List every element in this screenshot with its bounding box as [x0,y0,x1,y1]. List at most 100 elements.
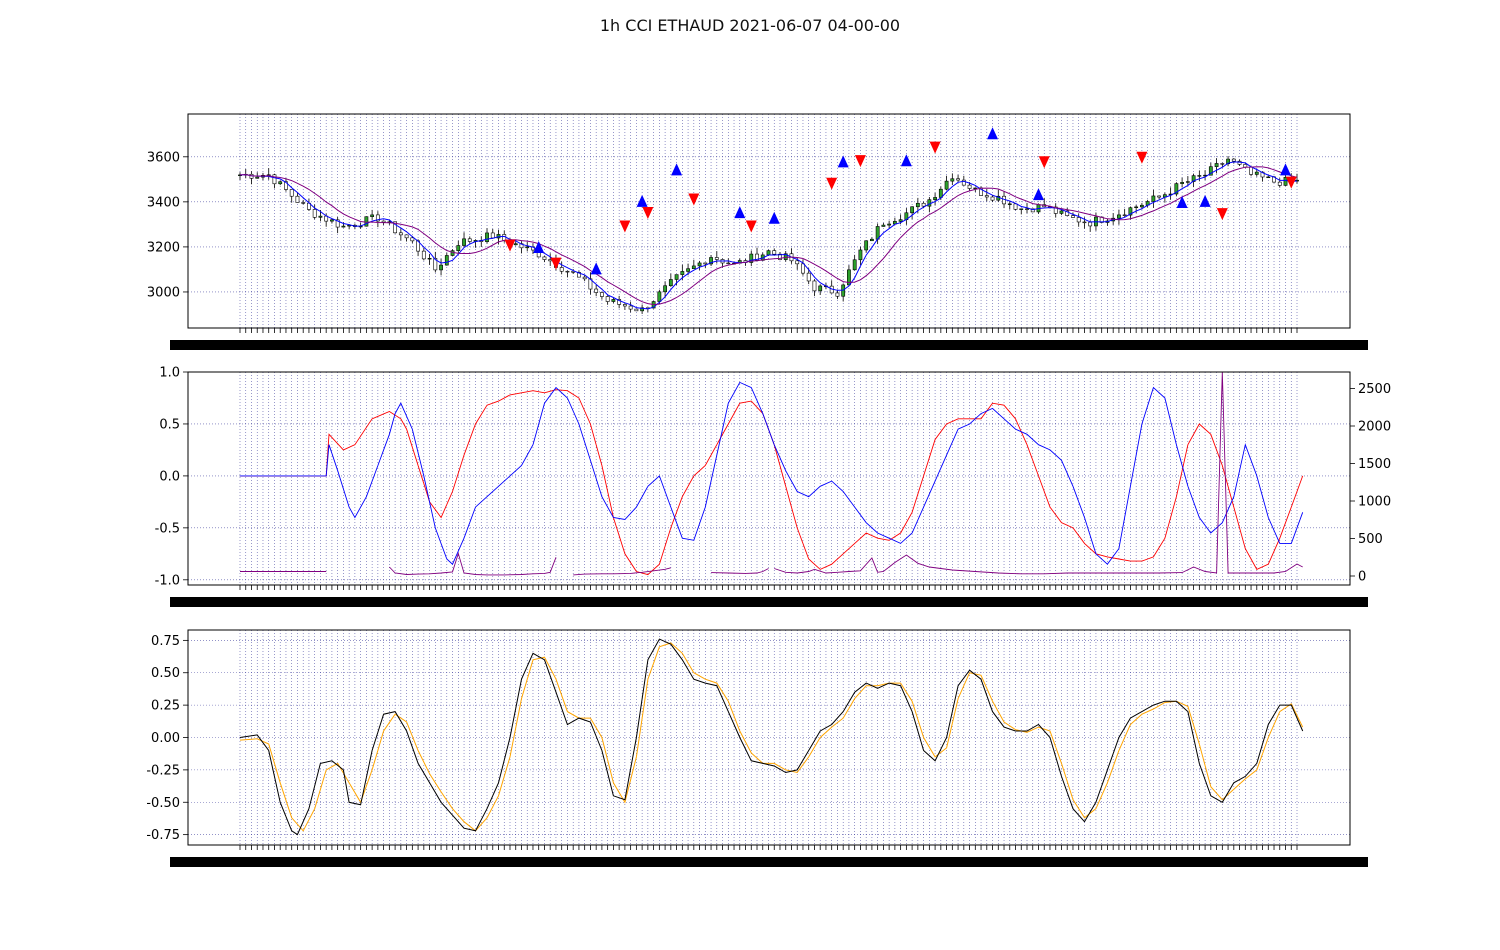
candle-body [950,178,955,182]
y-tick-label: 0.25 [151,699,180,714]
candle-body [812,280,817,292]
candle-body [582,276,587,280]
blue-oscillator-line [240,381,1304,565]
buy-marker [1176,195,1188,208]
candle-body [881,224,886,227]
candle-body [335,219,340,228]
red-oscillator-line [240,389,1304,576]
candle-body [617,299,622,305]
candle-body [858,249,863,261]
candle-body [898,219,903,222]
candle-body [1065,210,1070,216]
sell-marker [929,141,941,154]
candle-body [1157,195,1162,198]
x-gridlines [239,114,1298,328]
candle-body [944,180,949,190]
purple-volume-line [573,567,671,576]
y-tick-label: 3600 [147,150,180,165]
signal-panel: 0.75 0.50 0.25 0.00 -0.25 -0.50 -0.75 [146,629,1368,867]
candle-body [674,274,679,280]
candle-body [272,174,277,185]
candle-body [439,264,443,271]
candle-body [726,262,731,265]
buy-marker [768,211,780,224]
candle-body [1013,203,1018,210]
candle-body [605,296,610,302]
candle-body [801,263,805,274]
black-signal-line [239,638,1304,836]
candle-body [611,299,616,302]
buy-marker [900,154,912,167]
axes-border [187,629,1351,846]
candle-body [640,307,645,312]
sell-marker [1216,208,1228,221]
candle-body [973,187,978,190]
buy-marker [1280,163,1292,176]
candle-body [525,246,530,249]
buy-marker [1032,188,1044,201]
candle-body [835,292,840,297]
candle-body [1059,210,1064,214]
x-tick-labels-overlap [170,597,1368,607]
candle-body [818,285,823,292]
candle-body [921,202,926,207]
candle-body [548,259,553,262]
candle-body [364,216,369,227]
sell-marker [826,177,838,190]
candle-body [1283,177,1288,186]
candle-body [1151,195,1156,202]
sell-marker [550,257,562,270]
buy-marker [987,127,999,140]
candle-body [278,181,283,185]
sell-marker [688,193,700,206]
candle-body [766,250,771,256]
candle-body [772,250,777,255]
candle-body [990,196,995,201]
y-tick-label: 0 [1358,570,1366,585]
candle-body [864,240,869,251]
y-tick-label: 3200 [147,240,180,255]
y-tick-label: 2000 [1358,420,1391,435]
purple-volume-line [711,568,769,574]
candle-body [1254,171,1259,175]
candle-body [1134,206,1139,209]
candle-body [284,181,288,190]
candle-body [1025,208,1029,210]
candle-body [295,195,300,203]
candle-body [915,202,920,208]
candle-body [301,202,306,204]
candle-body [887,223,892,226]
candle-body [1088,221,1093,227]
candle-body [628,305,633,310]
candle-body [421,250,426,260]
oscillator-panel: 1.0 0.5 0.0 -0.5 -1.0 0 500 1000 1500 2000 2500 [155,366,1391,607]
candle-body [1249,166,1253,175]
candle-body [686,268,690,272]
candle-body [795,260,800,265]
candle-body [680,271,685,275]
candle-body [1174,183,1179,195]
candle-body [1030,208,1035,213]
candle-body [933,197,937,200]
candle-body [1220,163,1225,165]
candle-body [559,267,564,272]
candle-body [450,250,455,256]
candle-body [956,178,960,181]
y-tick-label: 1000 [1358,495,1391,510]
sell-marker [619,220,631,233]
y-axis-left: 3000 3200 3400 3600 [147,150,1350,300]
sell-marker [1136,151,1148,164]
y-tick-label: 3000 [147,285,180,300]
buy-marker [590,262,602,275]
y-axis-left: 0.75 0.50 0.25 0.00 -0.25 -0.50 -0.75 [146,634,1350,843]
axes-border [187,371,1351,586]
candle-body [806,272,811,282]
purple-volume-line [389,551,557,576]
candle-body [375,214,380,222]
y-tick-label: 3400 [147,195,180,210]
purple-volume-line [774,371,1303,575]
y-tick-label: 0.0 [159,469,180,484]
buy-marker [671,163,683,176]
candle-body [542,256,547,260]
